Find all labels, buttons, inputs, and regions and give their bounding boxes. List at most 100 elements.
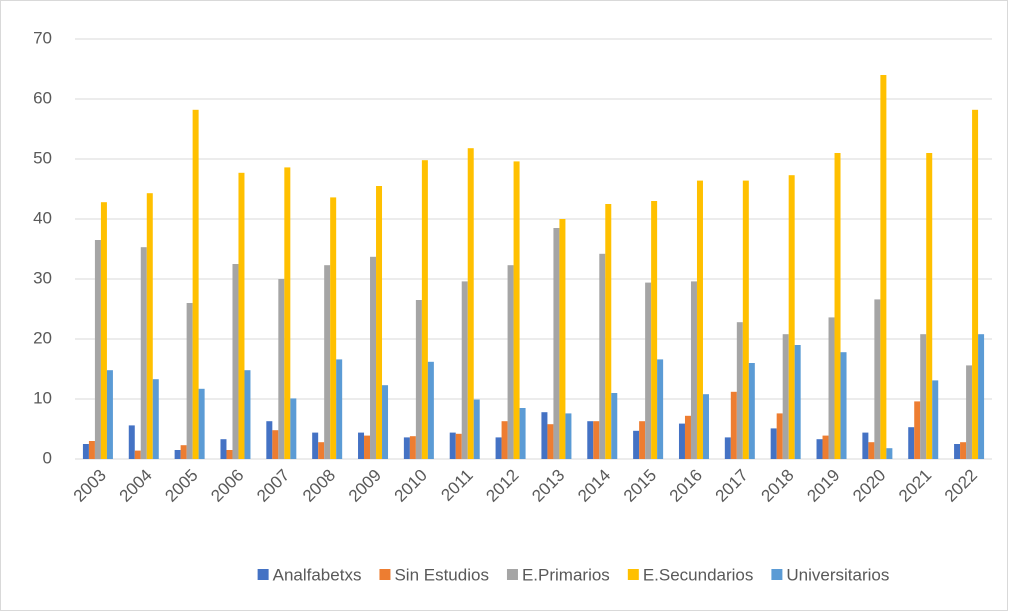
bar <box>278 279 285 459</box>
bar <box>495 437 502 459</box>
bar <box>633 430 640 459</box>
bar <box>926 153 933 459</box>
bar <box>318 442 325 459</box>
legend-swatch <box>506 569 518 580</box>
bar <box>232 264 239 459</box>
bar <box>553 228 560 459</box>
bar <box>880 75 887 459</box>
y-tick-label: 0 <box>43 448 52 467</box>
bar <box>954 444 961 459</box>
bar <box>828 317 835 459</box>
bar <box>421 160 428 459</box>
bar <box>461 281 468 459</box>
bar <box>978 334 985 459</box>
bar <box>645 282 652 459</box>
bar <box>106 370 113 459</box>
bar <box>736 322 743 459</box>
bar <box>403 437 410 459</box>
bar <box>960 442 967 459</box>
bar <box>599 253 606 459</box>
bar <box>382 385 389 459</box>
legend-swatch <box>627 569 639 580</box>
bar <box>593 421 600 459</box>
bar <box>541 412 548 459</box>
bar <box>198 388 205 459</box>
y-tick-label: 40 <box>33 208 52 227</box>
bar <box>134 450 141 459</box>
bar <box>467 148 474 459</box>
bar <box>312 432 319 459</box>
legend-label: E.Secundarios <box>643 565 754 584</box>
bar <box>370 256 377 459</box>
bar <box>364 435 371 459</box>
bar <box>886 448 893 459</box>
bar <box>180 445 187 459</box>
bar <box>266 421 273 459</box>
bar <box>146 193 153 459</box>
bar <box>192 109 199 460</box>
bar <box>427 361 434 459</box>
bar <box>324 265 331 459</box>
bar <box>914 401 921 459</box>
legend-label: E.Primarios <box>522 565 610 584</box>
bar <box>272 430 279 459</box>
bar <box>868 442 875 459</box>
bar <box>742 180 749 459</box>
bar <box>140 247 147 459</box>
bar <box>840 352 847 459</box>
bar <box>330 197 337 459</box>
bar <box>782 334 789 459</box>
bar <box>238 172 245 460</box>
bar <box>473 399 480 459</box>
legend-swatch <box>257 569 269 580</box>
bar <box>587 421 594 459</box>
bar <box>788 175 795 459</box>
bar <box>128 425 135 459</box>
bar <box>776 413 783 459</box>
bar <box>94 240 101 459</box>
bar <box>82 444 89 459</box>
bar <box>684 415 691 459</box>
bar <box>220 439 227 459</box>
bar <box>874 299 881 459</box>
bar <box>559 219 566 459</box>
bar <box>972 109 979 460</box>
legend-label: Universitarios <box>786 565 889 584</box>
bar <box>816 439 823 459</box>
bar <box>358 432 365 459</box>
y-tick-label: 50 <box>33 148 52 167</box>
bar <box>284 167 291 459</box>
bar <box>336 359 343 459</box>
bar <box>862 432 869 459</box>
bar <box>501 421 508 459</box>
bar <box>908 427 915 459</box>
bar <box>651 201 658 459</box>
bar <box>174 450 181 459</box>
bar <box>696 180 703 459</box>
bar <box>415 300 422 459</box>
bar <box>449 432 456 459</box>
bar <box>657 359 664 459</box>
legend-label: Analfabetxs <box>273 565 362 584</box>
legend-label: Sin Estudios <box>394 565 489 584</box>
bar <box>966 365 973 459</box>
bar <box>770 428 777 459</box>
bar <box>226 450 233 459</box>
bar <box>244 370 251 459</box>
bar <box>507 265 514 459</box>
bar <box>678 423 685 459</box>
bar <box>639 421 646 459</box>
legend-swatch <box>771 569 783 580</box>
bar <box>376 186 383 459</box>
bar <box>730 391 737 459</box>
bar <box>88 441 95 459</box>
bar <box>724 437 731 459</box>
bar <box>822 435 829 459</box>
bar <box>513 161 520 459</box>
bar <box>611 393 618 459</box>
y-tick-label: 70 <box>33 28 52 47</box>
bar <box>794 345 801 459</box>
bar <box>519 408 526 459</box>
